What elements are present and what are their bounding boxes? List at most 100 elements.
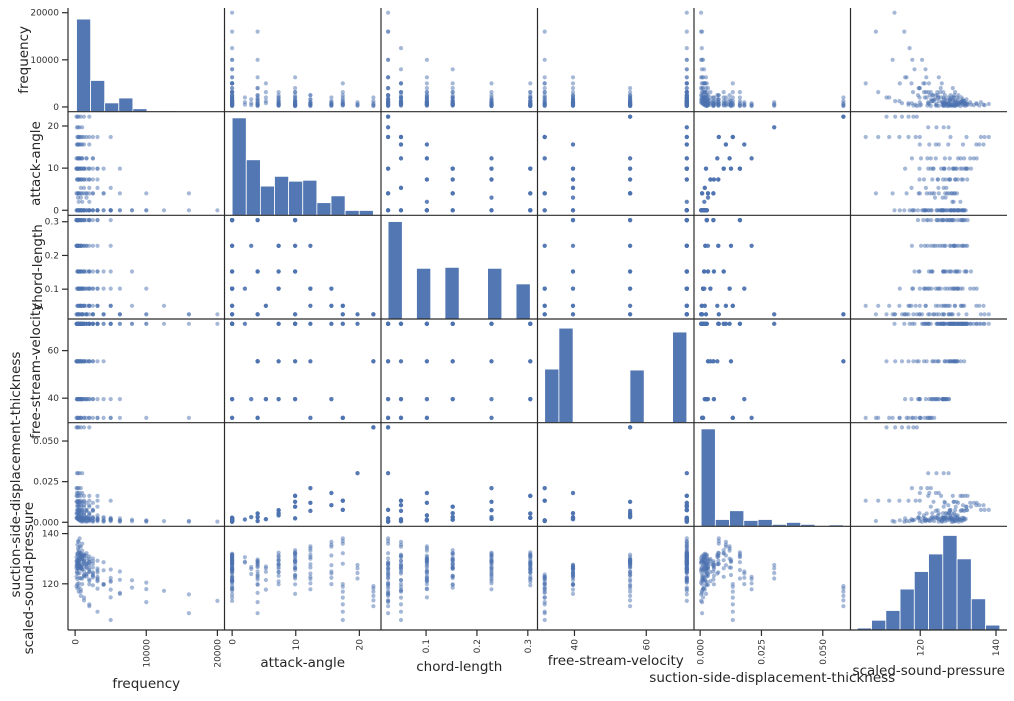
scatter-point [936,99,941,104]
scatter-point [978,321,984,326]
scatter-point [528,397,533,402]
scatter-point [918,243,924,248]
scatter-point [684,156,689,161]
scatter-point [934,125,939,130]
scatter-point [933,359,938,364]
scatter-point [78,269,83,274]
scatter-point [398,415,404,420]
scatter-point [386,600,391,605]
scatter-point [90,177,95,182]
scatter-point [528,208,533,213]
scatter-point [903,397,908,402]
scatter-point [930,269,935,274]
scatter-point [84,243,89,248]
scatter-point [242,100,247,105]
scatter-point [911,425,916,430]
scatter-point [926,471,931,476]
scatter-point [893,114,898,119]
scatter-point [95,177,100,182]
scatter-point [489,101,494,106]
scatter-point [921,218,926,223]
scatter-point [926,101,931,106]
scatter-point [944,208,949,213]
scatter-point [528,359,533,364]
scatter-point [117,397,122,402]
scatter-point [952,191,957,196]
scatter-point [933,508,938,513]
scatter-point [934,218,939,223]
scatter-point [528,583,533,588]
scatter-point [974,321,979,326]
scatter-point [450,208,455,213]
scatter-point [950,493,955,498]
scatter-point [542,243,547,248]
scatter-point [489,486,494,491]
scatter-point [570,166,576,171]
scatter-point [90,208,95,213]
scatter-point [340,541,345,546]
scatter-point [108,134,113,140]
scatter-point [986,312,991,317]
scatter-point [700,57,705,62]
scatter-point [450,504,455,509]
scatter-point [117,577,122,582]
scatter-point [398,589,404,594]
scatter-point [699,321,704,326]
scatter-point [715,156,720,161]
scatter-point [398,517,404,522]
scatter-point [913,102,918,107]
scatter-point [542,312,547,317]
hist-bar [743,520,759,527]
scatter-point [450,562,455,568]
scatter-point [276,269,281,274]
scatter-point [705,191,711,196]
scatter-point [950,86,955,91]
scatter-point [890,518,895,524]
scatter-point [715,303,720,308]
scatter-point [117,415,122,420]
scatter-point [542,590,547,596]
scatter-point [931,397,936,402]
scatter-point [684,507,689,512]
scatter-point [684,142,689,147]
scatter-point [528,515,533,521]
scatter-point [978,312,984,317]
scatter-point [887,95,892,100]
scatter-point [930,511,935,516]
scatter-point [215,519,220,524]
scatter-point [982,312,987,317]
scatter-point [721,574,726,579]
scatter-point [723,544,729,549]
scatter-point [144,587,149,592]
scatter-point [542,29,547,34]
scatter-point [293,516,298,521]
scatter-point [915,208,921,213]
scatter-point [959,243,964,248]
scatter-point [144,191,149,196]
scatter-point [926,125,931,130]
scatter-point [276,359,281,364]
scatter-point [684,286,689,291]
scatter-point [968,321,973,326]
scatter-point [933,156,938,161]
scatter-point [90,575,95,580]
scatter-point [917,511,922,516]
scatter-point [723,303,729,308]
scatter-point [90,321,95,326]
scatter-point [386,191,391,196]
scatter-point [386,114,391,119]
scatter-point [934,471,939,476]
scatter-point [893,425,898,430]
scatter-point [951,166,956,171]
scatter-point [971,156,976,161]
scatter-point [964,134,969,140]
scatter-point [716,177,721,182]
scatter-point [958,359,963,364]
scatter-point [570,90,576,95]
scatter-point [144,415,149,420]
scatter-point [489,81,494,86]
scatter-point [841,114,846,119]
scatter-point [684,67,689,72]
scatter-point [87,503,92,508]
scatter-point [90,286,95,291]
